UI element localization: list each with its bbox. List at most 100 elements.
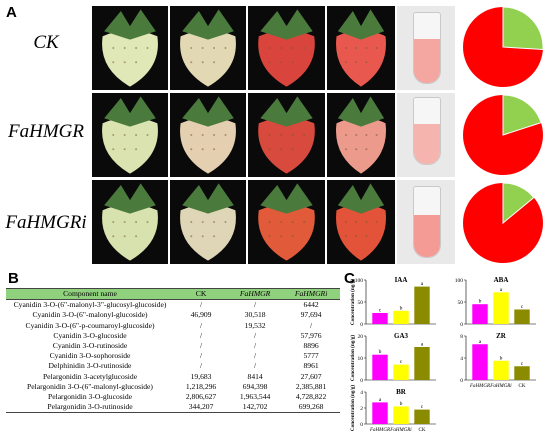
component-name-cell: Pelargonidin 3-acetylglucoside: [42, 371, 138, 381]
hormone-chart-iaa: 0 50 100 IAA c b a: [355, 276, 436, 328]
bar: [414, 409, 430, 424]
table-row: Pelargonidin 3-acetylglucoside 19,683 8414…: [6, 372, 340, 382]
strawberry-photo: [92, 6, 168, 90]
value-cell: 6442: [303, 300, 319, 310]
anthocyanin-table: Component name CK FaHMGR FaHMGRi Cyanidi…: [6, 287, 340, 414]
bar: [393, 406, 409, 424]
hormone-chart-ga3: 0 10 20 GA3 b c a: [358, 332, 436, 384]
value-cell: 344,207: [174, 402, 229, 414]
significance-letter: c: [379, 308, 382, 314]
pie-slice-green: [502, 6, 544, 51]
y-tick-label: 0: [460, 378, 463, 384]
hormone-chart-zr: 0 4 8 ZR a FaHMGR b FaHMGRi c CK: [460, 332, 536, 389]
chart-title: IAA: [395, 276, 408, 284]
significance-letter: c: [521, 361, 524, 367]
bar: [393, 364, 409, 380]
significance-letter: a: [421, 281, 424, 287]
chart-title: GA3: [394, 332, 409, 340]
value-cell: 19,532: [244, 320, 266, 330]
significance-letter: c: [421, 404, 424, 410]
bar: [372, 313, 388, 324]
y-tick-label: 100: [455, 278, 464, 284]
value-cell: 5777: [303, 351, 319, 361]
value-cell: 4,728,822: [295, 392, 327, 402]
table-row: Cyanidin 3-O-(6"-p-coumaroyl-glucoside) /…: [6, 321, 340, 331]
value-cell: /: [199, 361, 203, 371]
table-row: Cyanidin 3-O-(6"-malonyl-3"-glucosyl-glu…: [6, 300, 340, 311]
value-cell: 8896: [303, 341, 319, 351]
bar: [493, 292, 509, 324]
value-cell: 694,398: [242, 381, 268, 391]
value-cell: 2,806,627: [185, 392, 217, 402]
value-cell: 57,976: [300, 330, 322, 340]
bar: [514, 366, 530, 380]
bar: [514, 309, 530, 324]
bar: [493, 360, 509, 380]
col-header-fahmgr: FaHMGR: [228, 287, 283, 301]
table-header-row: Component name CK FaHMGR FaHMGRi: [6, 287, 340, 301]
significance-letter: c: [400, 359, 403, 365]
y-tick-label: 0: [360, 422, 363, 428]
chart-title: BR: [396, 388, 407, 396]
bar: [372, 402, 388, 424]
y-tick-label: 8: [460, 334, 463, 340]
bar: [372, 354, 388, 380]
col-header-ck: CK: [174, 287, 229, 301]
hormone-chart-aba: 0 50 100 ABA b a c: [455, 276, 536, 328]
y-tick-label: 0: [360, 322, 363, 328]
component-name-cell: Cyanidin 3-O-sophoroside: [49, 351, 131, 361]
category-label: FaHMGR: [369, 428, 390, 433]
significance-letter: b: [400, 401, 403, 407]
component-name-cell: Pelargonidin 3-O-glucoside: [47, 392, 132, 402]
strawberry-photo: [248, 6, 325, 90]
table-row: Delphinidin 3-O-rutinoside / / 8961: [6, 361, 340, 371]
significance-letter: a: [421, 342, 424, 348]
pie-chart-fahmgri: [463, 182, 543, 263]
strawberry-photo: [248, 180, 325, 264]
significance-letter: a: [500, 287, 503, 293]
category-label: CK: [419, 428, 426, 433]
bar: [472, 304, 488, 324]
value-cell: /: [254, 300, 257, 310]
category-label: FaHMGR: [469, 384, 490, 389]
y-axis-label: Concentration (ng/g): [349, 385, 356, 432]
value-cell: /: [310, 320, 313, 330]
bar: [414, 286, 430, 324]
y-axis-label: Concentration (ng/g): [349, 335, 356, 382]
y-tick-label: 50: [358, 300, 364, 306]
table-row: Cyanidin 3-O-rutinoside / / 8896: [6, 341, 340, 351]
pie-slice-green: [502, 94, 542, 136]
strawberry-photo: [327, 6, 395, 90]
component-name-cell: Cyanidin 3-O-(6"-malonyl-3"-glucosyl-glu…: [13, 300, 167, 310]
y-tick-label: 4: [360, 390, 363, 396]
component-name-cell: Pelargonidin 3-O-rutinoside: [6, 402, 174, 414]
table-row: Pelargonidin 3-O-rutinoside 344,207 142,70…: [6, 402, 340, 414]
strawberry-photo: [248, 93, 325, 177]
bar: [393, 310, 409, 324]
significance-letter: a: [479, 339, 482, 345]
col-header-component: Component name: [6, 287, 174, 301]
value-cell: 1,218,296: [185, 381, 217, 391]
y-tick-label: 100: [355, 278, 364, 284]
value-cell: 699,268: [282, 402, 340, 414]
value-cell: 46,909: [190, 310, 212, 320]
table-row: Cyanidin 3-O-(6"-malonyl-glucoside) 46,90…: [6, 310, 340, 320]
category-label: CK: [519, 384, 526, 389]
tube-photo-ck: [397, 6, 455, 90]
value-cell: /: [254, 361, 257, 371]
component-name-cell: Pelargonidin 3-O-(6"-malonyl-glucoside): [27, 381, 153, 391]
component-name-cell: Cyanidin 3-O-rutinoside: [52, 341, 128, 351]
value-cell: /: [254, 351, 257, 361]
chart-title: ZR: [496, 332, 507, 340]
value-cell: /: [199, 320, 203, 330]
y-tick-label: 50: [458, 300, 464, 306]
y-tick-label: 20: [358, 334, 364, 340]
tube-icon: [413, 97, 441, 165]
row-label-ck: CK: [33, 32, 59, 53]
table-row: Pelargonidin 3-O-(6"-malonyl-glucoside) 1…: [6, 382, 340, 392]
pie-slice-green: [502, 182, 535, 225]
strawberry-photo: [327, 180, 395, 264]
table-row: Cyanidin 3-O-glucoside / / 57,976: [6, 331, 340, 341]
component-name-cell: Cyanidin 3-O-(6"-malonyl-glucoside): [32, 310, 148, 320]
